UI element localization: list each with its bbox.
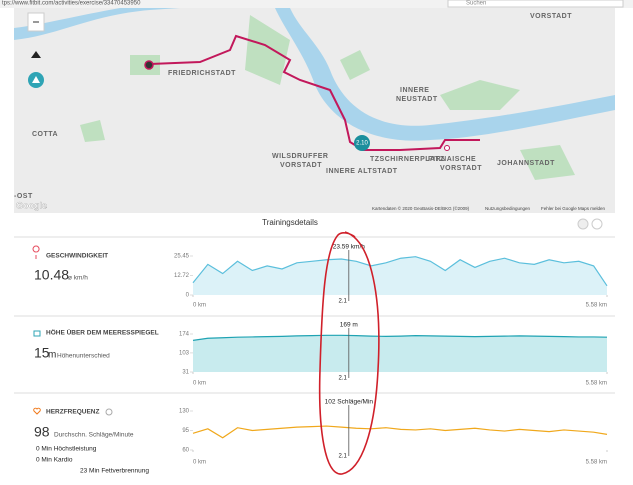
height-icon	[33, 330, 41, 337]
browser-bar	[0, 0, 633, 8]
cursor-x-label: 2.1	[338, 376, 347, 382]
panel-unit: ø km/h	[68, 275, 88, 282]
map-label: VORSTADT	[280, 162, 322, 169]
river	[14, 8, 180, 40]
y-tick-label: 95	[182, 428, 189, 434]
map-label: VORSTADT	[530, 13, 572, 20]
clock-toggle[interactable]	[577, 218, 589, 230]
end-marker	[444, 145, 450, 151]
panel-value: 10.48	[34, 267, 69, 283]
map-label: VORSTADT	[440, 165, 482, 172]
search-placeholder[interactable]: Suchen	[466, 1, 486, 7]
map-report[interactable]: Fehler bei Google Maps melden	[541, 206, 606, 211]
annotation-ellipse	[318, 231, 380, 475]
y-tick-label: 0	[186, 293, 190, 299]
heart-icon	[33, 407, 41, 415]
url[interactable]: tps://www.fitbit.com/activities/exercise…	[2, 1, 141, 7]
panel-caption: Höhenunterschied	[57, 353, 110, 360]
x-tick-label: 0 km	[193, 381, 206, 387]
panel-caption: Durchschn. Schläge/Minute	[54, 432, 134, 439]
map-terms[interactable]: Nutzungsbedingungen	[485, 206, 531, 211]
y-tick-label: 31	[182, 370, 189, 376]
x-tick-label: 5.58 km	[586, 303, 607, 309]
section-title: Trainingsdetails	[262, 218, 318, 227]
map-label: INNERE ALTSTADT	[326, 168, 398, 175]
map-label: TZSCHIRNERPLATZ	[370, 156, 445, 163]
y-tick-label: 103	[179, 350, 190, 356]
park	[520, 145, 575, 180]
x-tick-label: 0 km	[193, 460, 206, 466]
map-toggle[interactable]	[591, 218, 603, 230]
info-icon[interactable]	[105, 408, 113, 416]
locate-icon	[32, 76, 40, 83]
line	[192, 256, 608, 287]
panel-heading: HERZFREQUENZ	[46, 409, 99, 416]
cursor-x-label: 2.1	[338, 299, 347, 305]
line	[192, 334, 608, 341]
line	[192, 425, 608, 439]
map[interactable]: 2.10 FRIEDRICHSTADT VORSTADT INNERE NEUS…	[14, 8, 615, 213]
map-label: FRIEDRICHSTADT	[168, 70, 236, 77]
park	[340, 50, 370, 80]
map-label: NEUSTADT	[396, 96, 438, 103]
panel-unit: m	[48, 350, 56, 361]
search-box[interactable]	[447, 0, 624, 8]
panel-heading: GESCHWINDIGKEIT	[46, 253, 108, 260]
park	[80, 120, 105, 142]
terrain-button[interactable]	[31, 51, 41, 58]
map-label: -OST	[14, 193, 33, 200]
route	[149, 34, 480, 151]
y-tick-label: 25.45	[174, 254, 190, 260]
start-marker	[144, 60, 154, 70]
map-label: WILSDRUFFER	[272, 153, 328, 160]
km-marker	[354, 135, 370, 151]
km-marker-label: 2.10	[356, 141, 368, 147]
map-label: COTTA	[32, 131, 58, 138]
park	[440, 80, 520, 110]
map-attribution: Kartendaten © 2020 GeoBasis-DE/BKG (©200…	[372, 205, 470, 211]
zone: 23 Min Fettverbrennung	[80, 468, 149, 475]
area-fill	[193, 256, 607, 295]
area-fill	[193, 335, 607, 372]
y-tick-label: 12.72	[174, 273, 190, 279]
map-label: PIRNAISCHE	[428, 156, 476, 163]
map-logo: Google	[16, 200, 47, 210]
speed-icon	[32, 245, 40, 259]
y-tick-label: 60	[182, 448, 189, 454]
x-tick-label: 0 km	[193, 303, 206, 309]
panel-heading: HÖHE ÜBER DEM MEERESSPIEGEL	[46, 328, 159, 337]
map-label: INNERE	[400, 87, 429, 94]
y-tick-label: 130	[179, 409, 190, 415]
zone: 0 Min Höchstleistung	[36, 446, 97, 453]
park	[245, 15, 290, 85]
cursor-value-label: 23.59 km/h	[333, 244, 366, 251]
cursor-value-label: 169 m	[340, 322, 358, 329]
panel-value: 98	[34, 424, 50, 440]
x-tick-label: 5.58 km	[586, 460, 607, 466]
x-tick-label: 5.58 km	[586, 381, 607, 387]
zone: 0 Min Kardio	[36, 457, 73, 464]
y-tick-label: 174	[179, 332, 190, 338]
panel-value: 15	[34, 345, 50, 361]
map-bg	[14, 8, 615, 213]
cursor-value-label: 102 Schläge/Min	[325, 399, 374, 406]
map-label: JOHANNSTADT	[497, 160, 555, 167]
cursor-x-label: 2.1	[338, 454, 347, 460]
